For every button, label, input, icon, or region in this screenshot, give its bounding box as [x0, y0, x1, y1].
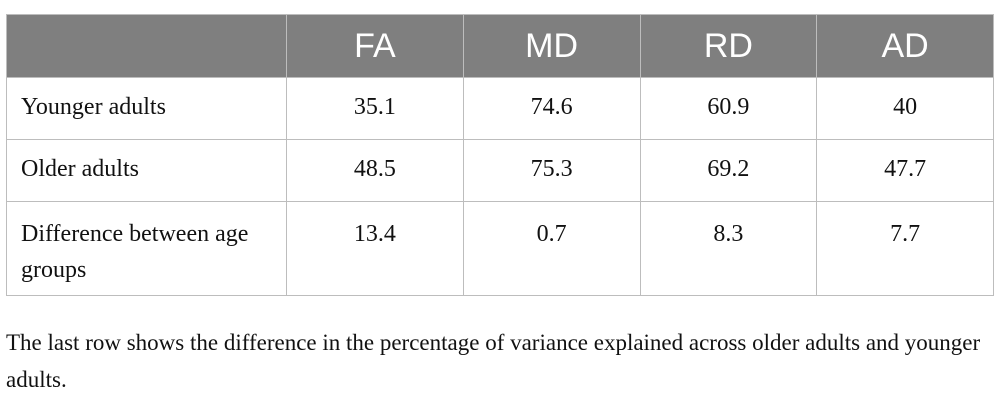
- cell-value: 47.7: [816, 139, 994, 202]
- cell-value: 35.1: [286, 77, 464, 140]
- cell-value: 60.9: [639, 77, 818, 140]
- row-label: Older adults: [6, 139, 287, 202]
- cell-value: 48.5: [286, 139, 464, 202]
- cell-value: 8.3: [639, 201, 818, 296]
- header-row: FA MD RD AD: [6, 14, 994, 78]
- cell-value: 74.6: [462, 77, 641, 140]
- cell-value: 75.3: [462, 139, 641, 202]
- row-label: Younger adults: [6, 77, 287, 140]
- table-row: Older adults 48.5 75.3 69.2 47.7: [6, 139, 994, 202]
- cell-value: 0.7: [462, 201, 641, 296]
- table-footnote: The last row shows the difference in the…: [6, 330, 981, 392]
- row-label: Difference between age groups: [6, 201, 287, 296]
- cell-value: 7.7: [816, 201, 994, 296]
- cell-value: 13.4: [286, 201, 464, 296]
- header-cell-empty: [6, 14, 287, 78]
- table-container: FA MD RD AD Younger adults 35.1 74.6 60.…: [6, 14, 994, 296]
- header-cell-rd: RD: [639, 14, 818, 78]
- header-cell-md: MD: [462, 14, 641, 78]
- table-row: Difference between age groups 13.4 0.7 8…: [6, 201, 994, 296]
- variance-table: FA MD RD AD Younger adults 35.1 74.6 60.…: [6, 14, 994, 296]
- cell-value: 69.2: [639, 139, 818, 202]
- header-cell-fa: FA: [286, 14, 464, 78]
- header-cell-ad: AD: [816, 14, 994, 78]
- cell-value: 40: [816, 77, 994, 140]
- table-row: Younger adults 35.1 74.6 60.9 40: [6, 77, 994, 140]
